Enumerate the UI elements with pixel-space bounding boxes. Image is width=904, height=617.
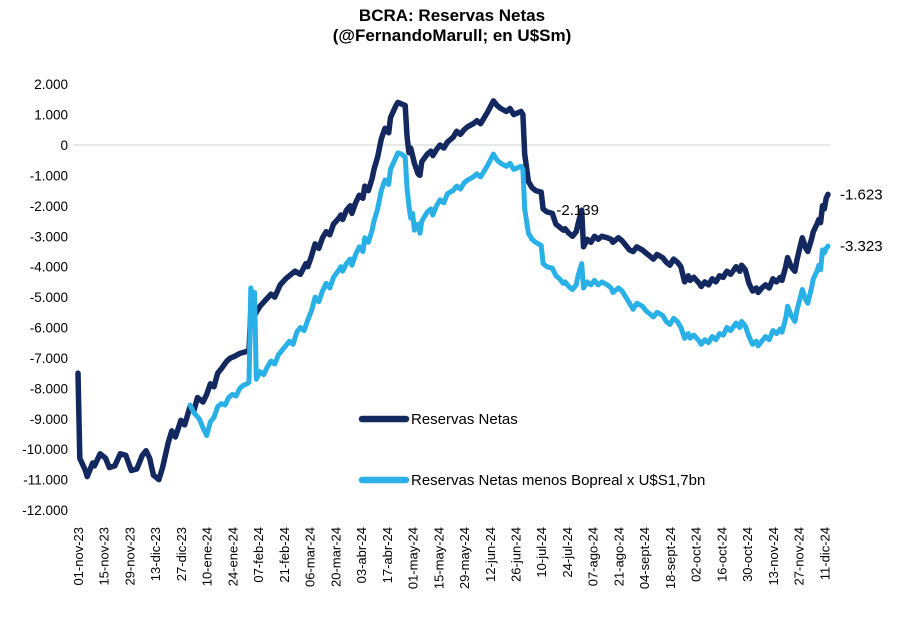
x-axis-tick-label: 24-jul-24 (560, 527, 575, 578)
y-axis-tick-label: 1.000 (34, 108, 68, 123)
y-axis-tick-label: 0 (60, 138, 68, 153)
x-axis-tick-label: 04-sept-24 (637, 527, 652, 589)
y-axis-tick-label: 2.000 (34, 77, 68, 92)
series-end-label: -3.323 (840, 238, 883, 255)
y-axis-tick-label: -7.000 (30, 351, 68, 366)
x-axis-tick-label: 02-oct-24 (689, 527, 704, 582)
reservas-netas-line (75, 98, 831, 483)
legend-label-cyan: Reservas Netas menos Bopreal x U$S1,7bn (411, 472, 705, 489)
x-axis-tick-label: 01-may-24 (406, 527, 421, 589)
x-axis-tick-label: 13-dic-23 (148, 527, 163, 581)
y-axis-tick-label: -4.000 (30, 260, 68, 275)
x-axis-tick-label: 07-feb-24 (251, 527, 266, 583)
y-axis-tick-label: -5.000 (30, 290, 68, 305)
x-axis-tick-label: 15-may-24 (431, 527, 446, 589)
y-axis-tick-label: -3.000 (30, 229, 68, 244)
x-axis-tick-label: 21-feb-24 (277, 527, 292, 583)
x-axis-tick-label: 20-mar-24 (328, 527, 343, 587)
legend-label-navy: Reservas Netas (411, 411, 518, 428)
x-axis-tick-label: 29-may-24 (457, 527, 472, 589)
y-axis-tick-label: -6.000 (30, 321, 68, 336)
x-axis-tick-label: 24-ene-24 (225, 527, 240, 586)
y-axis-tick-label: -12.000 (22, 503, 68, 518)
x-axis-tick-label: 21-ago-24 (611, 527, 626, 586)
x-axis-tick-label: 15-nov-23 (97, 527, 112, 586)
x-axis-tick-label: 29-nov-23 (122, 527, 137, 586)
reservas-netas-menos-bopreal-line (187, 150, 831, 438)
x-axis-tick-label: 13-nov-24 (766, 527, 781, 586)
chart-subtitle: (@FernandoMarull; en U$Sm) (332, 26, 572, 45)
chart-title-block: BCRA: Reservas Netas (@FernandoMarull; e… (0, 6, 904, 46)
chart-title: BCRA: Reservas Netas (358, 6, 546, 25)
point-annotation: -2.139 (556, 202, 599, 219)
x-axis-tick-label: 17-abr-24 (380, 527, 395, 583)
x-axis-tick-label: 12-jun-24 (483, 527, 498, 582)
y-axis-tick-label: -2.000 (30, 199, 68, 214)
x-axis-tick-label: 16-oct-24 (714, 527, 729, 582)
x-axis-tick-label: 30-oct-24 (740, 527, 755, 582)
x-axis-tick-label: 27-dic-23 (174, 527, 189, 581)
x-axis-tick-label: 27-nov-24 (792, 527, 807, 586)
x-axis-tick-label: 07-ago-24 (586, 527, 601, 586)
x-axis-tick-label: 10-jul-24 (534, 527, 549, 578)
y-axis-tick-label: -9.000 (30, 412, 68, 427)
series-end-label: -1.623 (840, 186, 883, 203)
x-axis-tick-label: 11-dic-24 (817, 527, 832, 580)
y-axis-tick-label: -10.000 (22, 442, 68, 457)
x-axis-tick-label: 18-sept-24 (663, 527, 678, 589)
x-axis-tick-label: 06-mar-24 (303, 527, 318, 587)
y-axis-tick-label: -1.000 (30, 168, 68, 183)
y-axis-tick-label: -8.000 (30, 381, 68, 396)
x-axis-tick-label: 10-ene-24 (200, 527, 215, 586)
y-axis-tick-label: -11.000 (23, 473, 68, 488)
x-axis-tick-label: 26-jun-24 (509, 527, 524, 582)
x-axis-tick-label: 03-abr-24 (354, 527, 369, 583)
x-axis-tick-label: 01-nov-23 (71, 527, 86, 586)
